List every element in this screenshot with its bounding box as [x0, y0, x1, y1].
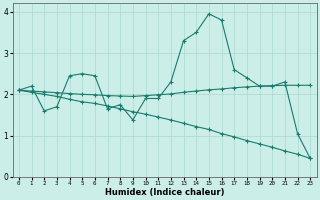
X-axis label: Humidex (Indice chaleur): Humidex (Indice chaleur): [105, 188, 224, 197]
